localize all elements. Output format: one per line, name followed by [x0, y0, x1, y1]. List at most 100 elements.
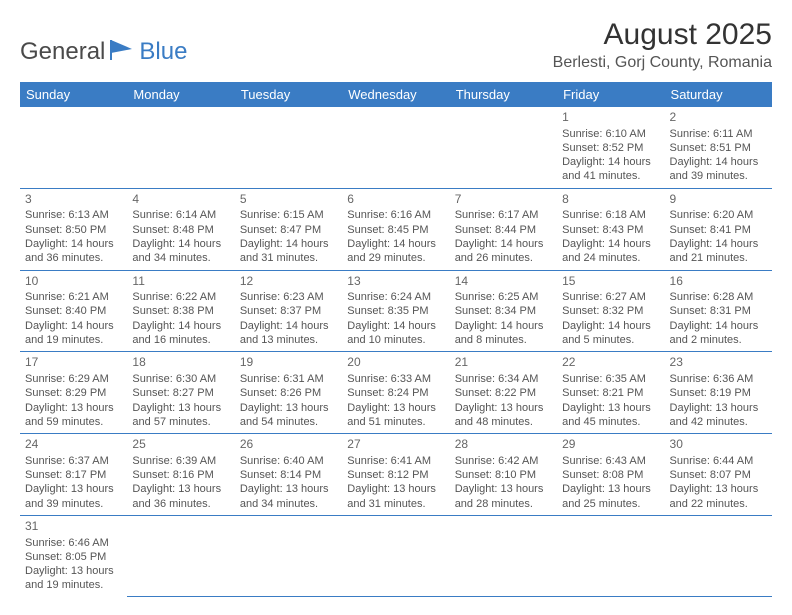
calendar-row: 24Sunrise: 6:37 AMSunset: 8:17 PMDayligh… [20, 434, 772, 516]
calendar-row: 1Sunrise: 6:10 AMSunset: 8:52 PMDaylight… [20, 107, 772, 188]
sunset-text: Sunset: 8:32 PM [562, 304, 659, 318]
day-number: 21 [455, 355, 552, 371]
sunrise-text: Sunrise: 6:43 AM [562, 454, 659, 468]
day-number: 25 [132, 437, 229, 453]
day-number: 20 [347, 355, 444, 371]
calendar-cell: 18Sunrise: 6:30 AMSunset: 8:27 PMDayligh… [127, 352, 234, 434]
day-number: 29 [562, 437, 659, 453]
sunset-text: Sunset: 8:52 PM [562, 141, 659, 155]
col-monday: Monday [127, 82, 234, 107]
col-wednesday: Wednesday [342, 82, 449, 107]
daylight-text: and 31 minutes. [240, 251, 337, 265]
daylight-text: Daylight: 13 hours [347, 482, 444, 496]
daylight-text: Daylight: 14 hours [240, 319, 337, 333]
calendar-cell: 17Sunrise: 6:29 AMSunset: 8:29 PMDayligh… [20, 352, 127, 434]
sunset-text: Sunset: 8:07 PM [670, 468, 767, 482]
sunset-text: Sunset: 8:14 PM [240, 468, 337, 482]
calendar-cell: 30Sunrise: 6:44 AMSunset: 8:07 PMDayligh… [665, 434, 772, 516]
daylight-text: and 45 minutes. [562, 415, 659, 429]
day-number: 31 [25, 519, 122, 535]
day-number: 23 [670, 355, 767, 371]
calendar-cell: 20Sunrise: 6:33 AMSunset: 8:24 PMDayligh… [342, 352, 449, 434]
sunset-text: Sunset: 8:37 PM [240, 304, 337, 318]
calendar-cell: 15Sunrise: 6:27 AMSunset: 8:32 PMDayligh… [557, 270, 664, 352]
sunset-text: Sunset: 8:29 PM [25, 386, 122, 400]
calendar-cell: 29Sunrise: 6:43 AMSunset: 8:08 PMDayligh… [557, 434, 664, 516]
daylight-text: Daylight: 14 hours [347, 237, 444, 251]
sunrise-text: Sunrise: 6:36 AM [670, 372, 767, 386]
daylight-text: Daylight: 14 hours [562, 237, 659, 251]
sunrise-text: Sunrise: 6:46 AM [25, 536, 122, 550]
daylight-text: Daylight: 14 hours [455, 319, 552, 333]
sunrise-text: Sunrise: 6:30 AM [132, 372, 229, 386]
calendar-cell: 3Sunrise: 6:13 AMSunset: 8:50 PMDaylight… [20, 188, 127, 270]
calendar-cell: 26Sunrise: 6:40 AMSunset: 8:14 PMDayligh… [235, 434, 342, 516]
sunrise-text: Sunrise: 6:23 AM [240, 290, 337, 304]
sunrise-text: Sunrise: 6:35 AM [562, 372, 659, 386]
sunset-text: Sunset: 8:40 PM [25, 304, 122, 318]
daylight-text: and 36 minutes. [132, 497, 229, 511]
sunrise-text: Sunrise: 6:40 AM [240, 454, 337, 468]
daylight-text: Daylight: 13 hours [132, 482, 229, 496]
sunset-text: Sunset: 8:10 PM [455, 468, 552, 482]
daylight-text: and 41 minutes. [562, 169, 659, 183]
col-thursday: Thursday [450, 82, 557, 107]
daylight-text: Daylight: 14 hours [132, 237, 229, 251]
sunset-text: Sunset: 8:08 PM [562, 468, 659, 482]
calendar-cell [665, 515, 772, 596]
calendar-cell: 12Sunrise: 6:23 AMSunset: 8:37 PMDayligh… [235, 270, 342, 352]
daylight-text: and 31 minutes. [347, 497, 444, 511]
day-number: 22 [562, 355, 659, 371]
calendar-body: 1Sunrise: 6:10 AMSunset: 8:52 PMDaylight… [20, 107, 772, 597]
daylight-text: and 19 minutes. [25, 578, 122, 592]
calendar-cell: 14Sunrise: 6:25 AMSunset: 8:34 PMDayligh… [450, 270, 557, 352]
sunset-text: Sunset: 8:17 PM [25, 468, 122, 482]
sunset-text: Sunset: 8:44 PM [455, 223, 552, 237]
daylight-text: Daylight: 14 hours [562, 319, 659, 333]
daylight-text: and 10 minutes. [347, 333, 444, 347]
calendar-cell [557, 515, 664, 596]
daylight-text: and 13 minutes. [240, 333, 337, 347]
calendar-cell [235, 107, 342, 188]
day-number: 12 [240, 274, 337, 290]
day-number: 8 [562, 192, 659, 208]
day-number: 6 [347, 192, 444, 208]
day-number: 3 [25, 192, 122, 208]
sunrise-text: Sunrise: 6:27 AM [562, 290, 659, 304]
calendar-cell: 31Sunrise: 6:46 AMSunset: 8:05 PMDayligh… [20, 515, 127, 596]
calendar-cell: 22Sunrise: 6:35 AMSunset: 8:21 PMDayligh… [557, 352, 664, 434]
day-number: 1 [562, 110, 659, 126]
col-tuesday: Tuesday [235, 82, 342, 107]
sunset-text: Sunset: 8:47 PM [240, 223, 337, 237]
calendar-cell [342, 515, 449, 596]
daylight-text: Daylight: 13 hours [25, 401, 122, 415]
calendar-cell: 10Sunrise: 6:21 AMSunset: 8:40 PMDayligh… [20, 270, 127, 352]
calendar-cell: 28Sunrise: 6:42 AMSunset: 8:10 PMDayligh… [450, 434, 557, 516]
sunset-text: Sunset: 8:05 PM [25, 550, 122, 564]
sunset-text: Sunset: 8:41 PM [670, 223, 767, 237]
calendar-cell: 13Sunrise: 6:24 AMSunset: 8:35 PMDayligh… [342, 270, 449, 352]
daylight-text: Daylight: 13 hours [25, 564, 122, 578]
daylight-text: Daylight: 13 hours [455, 482, 552, 496]
daylight-text: Daylight: 13 hours [670, 401, 767, 415]
day-number: 19 [240, 355, 337, 371]
calendar-cell: 21Sunrise: 6:34 AMSunset: 8:22 PMDayligh… [450, 352, 557, 434]
daylight-text: Daylight: 13 hours [25, 482, 122, 496]
day-number: 24 [25, 437, 122, 453]
sunrise-text: Sunrise: 6:14 AM [132, 208, 229, 222]
sunset-text: Sunset: 8:45 PM [347, 223, 444, 237]
calendar-row: 17Sunrise: 6:29 AMSunset: 8:29 PMDayligh… [20, 352, 772, 434]
daylight-text: Daylight: 14 hours [25, 319, 122, 333]
calendar-cell [20, 107, 127, 188]
day-number: 16 [670, 274, 767, 290]
daylight-text: and 59 minutes. [25, 415, 122, 429]
daylight-text: and 34 minutes. [132, 251, 229, 265]
daylight-text: Daylight: 14 hours [670, 319, 767, 333]
sunrise-text: Sunrise: 6:41 AM [347, 454, 444, 468]
day-number: 30 [670, 437, 767, 453]
location-text: Berlesti, Gorj County, Romania [553, 54, 772, 72]
sunset-text: Sunset: 8:34 PM [455, 304, 552, 318]
day-number: 2 [670, 110, 767, 126]
calendar-cell: 23Sunrise: 6:36 AMSunset: 8:19 PMDayligh… [665, 352, 772, 434]
day-number: 26 [240, 437, 337, 453]
